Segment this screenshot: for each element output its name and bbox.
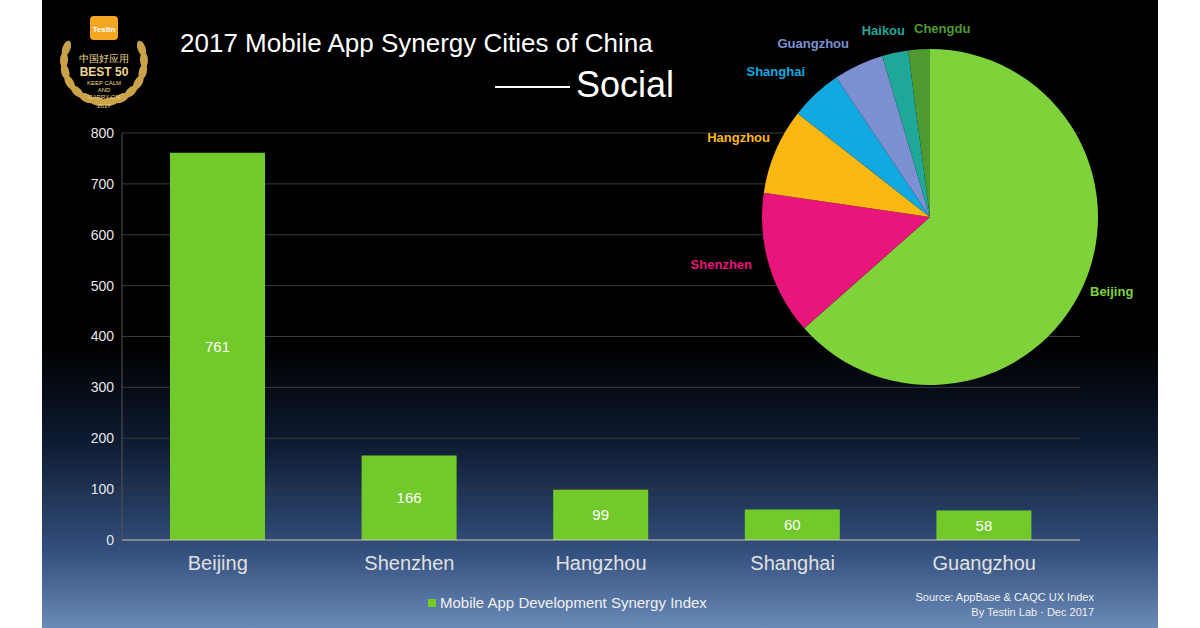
svg-text:Hangzhou: Hangzhou xyxy=(555,552,646,574)
svg-text:Beijing: Beijing xyxy=(188,552,248,574)
svg-text:Chengdu: Chengdu xyxy=(914,21,970,36)
html-text:Mobile App Development Synergy: Mobile App Development Synergy Index xyxy=(440,594,707,611)
svg-text:KEEP CALM: KEEP CALM xyxy=(87,80,121,86)
svg-text:Beijing: Beijing xyxy=(1090,284,1133,299)
html-text:Source: AppBase & CAQC UX Inde: Source: AppBase & CAQC UX Index xyxy=(915,591,1094,603)
svg-text:Hangzhou: Hangzhou xyxy=(707,130,770,145)
svg-text:Shenzhen: Shenzhen xyxy=(691,257,752,272)
svg-text:AND: AND xyxy=(98,87,111,93)
svg-text:60: 60 xyxy=(784,516,801,533)
svg-text:Testin: Testin xyxy=(93,25,116,34)
svg-text:Guangzhou: Guangzhou xyxy=(932,552,1035,574)
svg-text:200: 200 xyxy=(91,430,115,446)
svg-text:58: 58 xyxy=(976,517,993,534)
svg-text:2017: 2017 xyxy=(97,103,111,109)
svg-text:166: 166 xyxy=(397,489,422,506)
svg-text:Haikou: Haikou xyxy=(862,23,905,38)
svg-text:600: 600 xyxy=(91,227,115,243)
svg-text:100: 100 xyxy=(91,481,115,497)
html-text:Social: Social xyxy=(576,64,675,105)
svg-text:Guangzhou: Guangzhou xyxy=(778,36,850,51)
svg-text:0: 0 xyxy=(106,532,114,548)
svg-text:761: 761 xyxy=(205,338,230,355)
svg-text:99: 99 xyxy=(592,506,609,523)
svg-text:CARRY ON: CARRY ON xyxy=(88,94,119,100)
html-text:By Testin Lab · Dec 2017: By Testin Lab · Dec 2017 xyxy=(971,606,1094,618)
svg-text:Shanghai: Shanghai xyxy=(746,64,805,79)
svg-text:700: 700 xyxy=(91,176,115,192)
svg-text:中国好应用: 中国好应用 xyxy=(79,53,129,64)
svg-text:400: 400 xyxy=(91,328,115,344)
svg-text:800: 800 xyxy=(91,125,115,141)
svg-text:Shenzhen: Shenzhen xyxy=(364,552,454,574)
svg-text:BEST 50: BEST 50 xyxy=(80,65,129,79)
svg-text:Shanghai: Shanghai xyxy=(750,552,835,574)
html-text:2017 Mobile App Synergy Cities: 2017 Mobile App Synergy Cities of China xyxy=(180,28,653,58)
svg-text:300: 300 xyxy=(91,379,115,395)
svg-text:500: 500 xyxy=(91,278,115,294)
